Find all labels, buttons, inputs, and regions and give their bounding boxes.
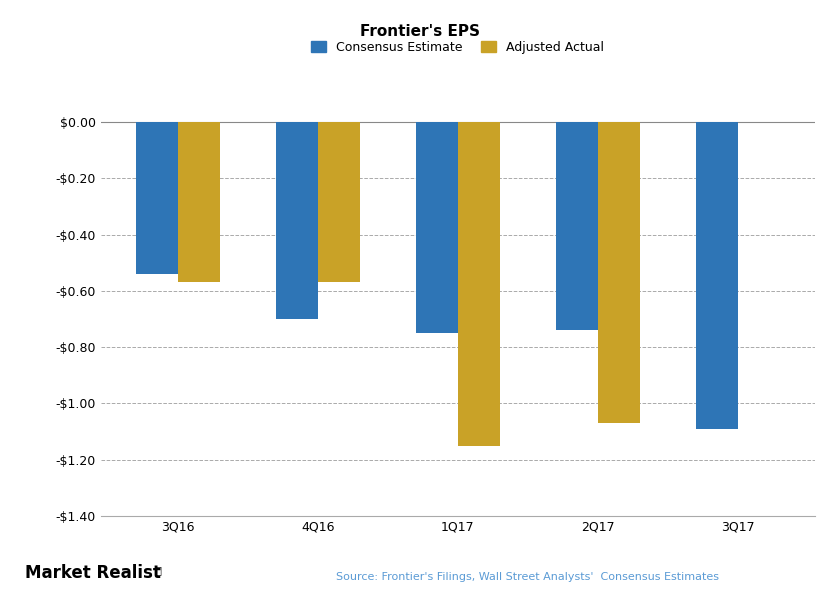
Text: Market Realist: Market Realist	[25, 564, 161, 582]
Bar	[136, 122, 178, 274]
Bar	[416, 122, 458, 333]
Bar	[598, 122, 640, 423]
Bar	[178, 122, 220, 283]
Bar	[696, 122, 738, 429]
Text: Frontier's EPS: Frontier's EPS	[360, 24, 480, 39]
Text: Source: Frontier's Filings, Wall Street Analysts'  Consensus Estimates: Source: Frontier's Filings, Wall Street …	[336, 572, 719, 582]
Bar	[458, 122, 500, 446]
Bar	[556, 122, 598, 330]
Legend: Consensus Estimate, Adjusted Actual: Consensus Estimate, Adjusted Actual	[311, 41, 605, 54]
Text: Ⓠ: Ⓠ	[155, 565, 161, 575]
Bar	[318, 122, 360, 283]
Bar	[276, 122, 318, 319]
